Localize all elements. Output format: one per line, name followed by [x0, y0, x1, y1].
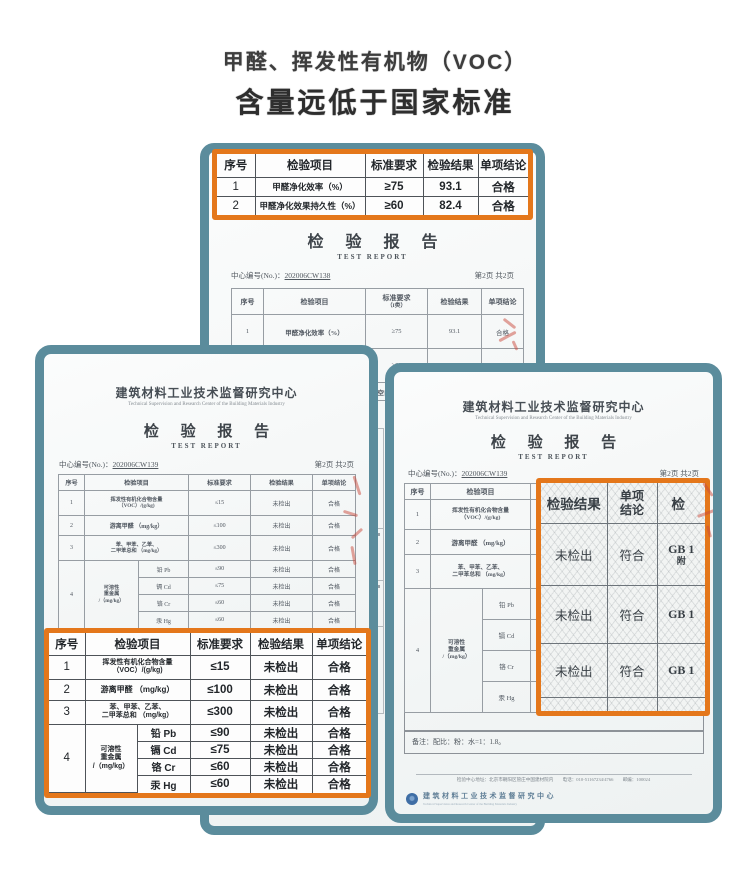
report-title: 检 验 报 告 [143, 424, 279, 440]
table-header-row: 序号 检验项目 标准要求 检验结果 单项结论 [49, 633, 366, 656]
purify-result-table-zoom: 序号 检验项目 标准要求 检验结果 单项结论 1 甲醛净化效率（%） ≥75 9… [217, 154, 528, 215]
table-row: 2 甲醛净化效果持久性（%） ≥60 82.4 合格 [217, 195, 528, 215]
org-name-en: Technical Supervision and Research Cente… [128, 402, 285, 407]
footer-address: 检验中心地址：北京市朝阳区管庄中国建材院内 电话：010-51167234/47… [415, 774, 692, 783]
org-logo-icon [406, 792, 418, 805]
table-row: 汞 Hg ≤60 未检出 合格 [49, 774, 366, 793]
table-row: 3 苯、甲苯、乙苯、二甲苯总和 （mg/kg） ≤300 未检出 合格 [58, 535, 356, 561]
voc-result-table-zoom: 序号 检验项目 标准要求 检验结果 单项结论 1 挥发性有机化合物含量 （VOC）… [49, 633, 366, 794]
report-meta-row: 中心编号(No.)：202006CW139 第2页 共2页 [394, 468, 713, 479]
table-row: 1 挥发性有机化合物含量（VOC）/(g/kg) ≤15 未检出 合格 [49, 654, 366, 680]
partial-row [541, 696, 705, 711]
table-header-row: 序号 检验项目 标准要求 检验结果 单项结论 [217, 154, 528, 178]
report-number: 中心编号(No.)：202006CW139 [59, 460, 159, 469]
voc-result-table-scan: 序号 检验项目 标准要求 检验结果 单项结论 1 挥发性有机化合物含量 （VOC）… [58, 474, 356, 629]
report-card-right: 建筑材料工业技术监督研究中心 Technical Supervision and… [385, 363, 722, 823]
footer-org-name-en: Technical Supervision and Research Cente… [423, 802, 518, 806]
table-header-row: 序号 检验项目 标准要求 检验结果 单项结论 [58, 474, 356, 491]
org-name: 建筑材料工业技术监督研究中心 [462, 400, 645, 414]
empty-table-row [404, 713, 704, 731]
table-row: 1 甲醛净化效率（%） ≥75 93.1 合格 [217, 176, 528, 197]
table-row: 未检出 符合 GB 1 [541, 584, 705, 644]
header-cell: 序号 [231, 288, 264, 315]
org-name: 建筑材料工业技术监督研究中心 [115, 386, 298, 400]
table-row: 1 甲醛净化效率（%） ≥75 93.1 合格 [231, 314, 524, 349]
zoom-box-voc: 序号 检验项目 标准要求 检验结果 单项结论 1 挥发性有机化合物含量 （VOC）… [44, 628, 371, 798]
header-cell: 单项结论 [481, 288, 524, 315]
report-number: 中心编号(No.)：202006CW139 [408, 469, 508, 478]
report-number: 中心编号(No.)：202006CW138 [231, 271, 331, 280]
report-subtitle: TEST REPORT [337, 253, 408, 261]
report-subtitle: TEST REPORT [518, 453, 589, 461]
header-cell: 检验项目 [263, 288, 366, 315]
report-meta-row: 中心编号(No.)：202006CW138 第2页 共2页 [209, 270, 536, 281]
zoom-box-purify: 序号 检验项目 标准要求 检验结果 单项结论 1 甲醛净化效率（%） ≥75 9… [212, 149, 533, 220]
headline-line1: 甲醛、挥发性有机物（VOC） [222, 51, 528, 74]
remark-box: 备注：配比：粉：水=1：1.8。 [404, 731, 704, 754]
header-cell: 标准要求 （I类） [365, 288, 428, 315]
org-name-en: Technical Supervision and Research Cente… [475, 416, 632, 421]
table-row: 未检出 符合 GB 1 [541, 642, 705, 698]
table-header-row: 检验结果 单项 结论 检 [541, 483, 705, 524]
table-row: 2 游离甲醛 （mg/kg） ≤100 未检出 合格 [49, 678, 366, 701]
table-row: 2 游离甲醛 （mg/kg） ≤100 未检出 合格 [58, 515, 356, 536]
footer-org-name: 建筑材料工业技术监督研究中心 [423, 792, 556, 800]
page-indicator: 第2页 共2页 [659, 469, 699, 478]
page-indicator: 第2页 共2页 [474, 271, 514, 280]
table-header-row: 序号 检验项目 标准要求 （I类） 检验结果 单项结论 [231, 288, 524, 315]
table-row: 镉 Cd ≤75 未检出 合格 [59, 577, 356, 595]
report-title: 检 验 报 告 [307, 234, 447, 251]
page-indicator: 第2页 共2页 [314, 460, 354, 469]
footer-logo: 建筑材料工业技术监督研究中心 Technical Supervision and… [406, 791, 713, 806]
report-subtitle: TEST REPORT [171, 442, 242, 450]
table-row: 汞 Hg ≤60 未检出 合格 [59, 611, 356, 629]
report-title: 检 验 报 告 [490, 435, 626, 451]
report-meta-row: 中心编号(No.)：202006CW139 第2页 共2页 [44, 459, 369, 470]
headline-line2: 含量远低于国家标准 [235, 87, 515, 118]
purify-result-table-scan: 序号 检验项目 标准要求 （I类） 检验结果 单项结论 1 甲醛净化效率（%） … [231, 288, 524, 401]
table-row: 4 可溶性重金属/（mg/kg） 铅 Pb ≤90 未检出 合格 [49, 723, 366, 794]
table-row: 4 可溶性重金属/（mg/kg） 铅 Pb ≤90 未检出 合格 [58, 560, 356, 629]
table-row: 1 挥发性有机化合物含量（VOC）/(g/kg) ≤15 未检出 合格 [58, 490, 356, 516]
header-cell: 检验结果 [427, 288, 482, 315]
headline: 甲醛、挥发性有机物（VOC） 含量远低于国家标准 [0, 46, 750, 121]
table-row: 3 苯、甲苯、乙苯、二甲苯总和 （mg/kg） ≤300 未检出 合格 [49, 699, 366, 725]
